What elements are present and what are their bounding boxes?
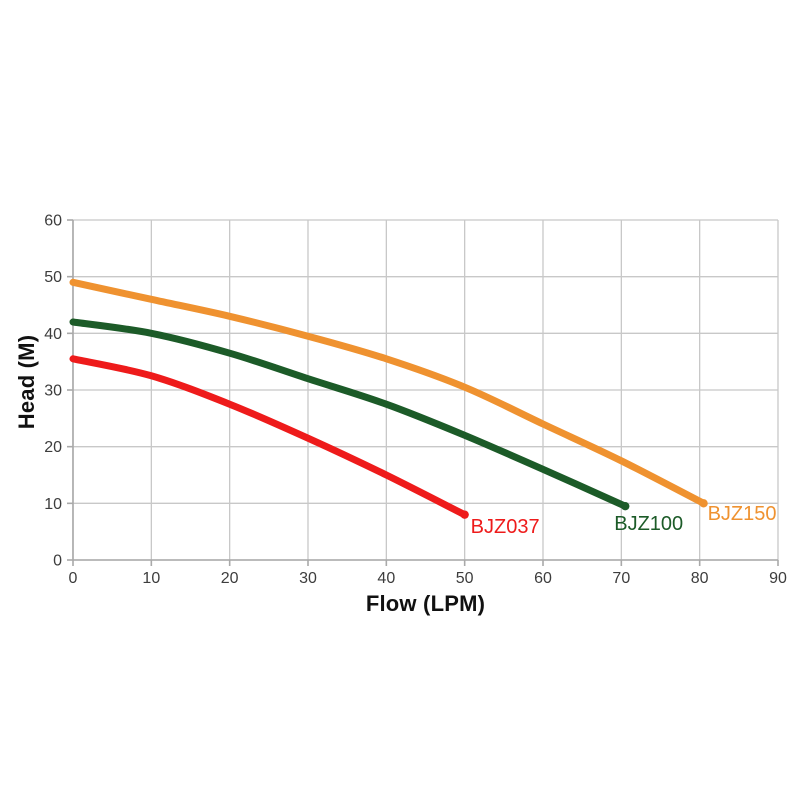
series-label-BJZ037: BJZ037 xyxy=(470,515,540,538)
series-label-BJZ150: BJZ150 xyxy=(707,503,777,526)
curve-BJZ037 xyxy=(69,355,469,519)
curve-end-marker-BJZ150 xyxy=(699,499,708,508)
x-tick-label: 10 xyxy=(142,570,160,587)
x-tick-label: 40 xyxy=(377,570,395,587)
x-tick-label: 60 xyxy=(534,570,552,587)
y-tick-label: 10 xyxy=(44,496,62,513)
curve-BJZ150 xyxy=(69,278,708,507)
x-tick-label: 70 xyxy=(612,570,630,587)
y-tick-label: 40 xyxy=(44,326,62,343)
y-tick-label: 50 xyxy=(44,269,62,286)
x-tick-label: 0 xyxy=(69,570,78,587)
y-axis-title: Head (M) xyxy=(14,334,39,430)
y-tick-label: 60 xyxy=(44,213,62,230)
curve-BJZ100 xyxy=(69,318,629,510)
curve-end-marker-BJZ037 xyxy=(460,510,469,519)
x-tick-label: 90 xyxy=(769,570,787,587)
x-tick-label: 80 xyxy=(691,570,709,587)
x-axis-title: Flow (LPM) xyxy=(365,591,486,616)
series-label-BJZ100: BJZ100 xyxy=(614,513,684,536)
x-tick-label: 50 xyxy=(456,570,474,587)
y-tick-label: 0 xyxy=(53,553,62,570)
x-tick-label: 20 xyxy=(221,570,239,587)
curve-end-marker-BJZ100 xyxy=(621,501,630,511)
y-tick-label: 30 xyxy=(44,383,62,400)
x-tick-label: 30 xyxy=(299,570,317,587)
y-tick-label: 20 xyxy=(44,439,62,456)
